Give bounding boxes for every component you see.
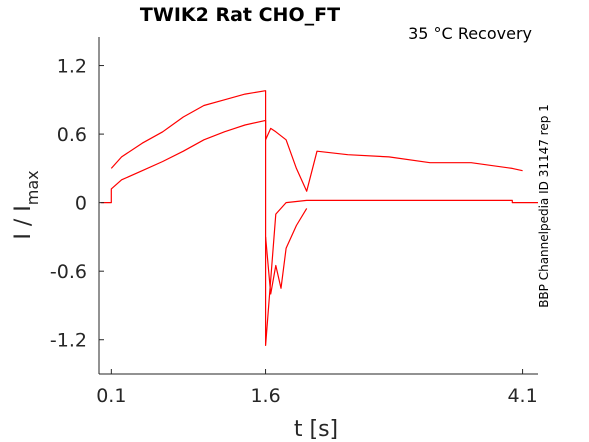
y-axis-label: I / Imax <box>11 170 42 239</box>
trace-2 <box>110 90 523 192</box>
trace-3 <box>265 208 308 295</box>
source-label: BBP Channelpedia ID 31147 rep 1 <box>537 104 551 308</box>
y-tick-label: 0.6 <box>57 124 87 146</box>
y-axis-label-subscript: max <box>23 170 42 205</box>
y-tick-label: 1.2 <box>57 56 87 78</box>
x-tick-label: 4.1 <box>507 385 537 407</box>
y-tick-label: 0 <box>75 193 87 215</box>
plot-marks <box>101 90 538 346</box>
svg-text:I / Imax: I / Imax <box>11 170 42 239</box>
y-tick-label: -0.6 <box>50 261 87 283</box>
x-tick-label: 0.1 <box>96 385 126 407</box>
y-axis-label-main: I / I <box>11 205 36 239</box>
x-tick-label: 1.6 <box>250 385 280 407</box>
chart-title: TWIK2 Rat CHO_FT <box>140 4 340 26</box>
y-tick-label: -1.2 <box>50 330 87 352</box>
condition-annotation: 35 °C Recovery <box>408 24 532 43</box>
y-ticks: -1.2 -0.6 0 0.6 1.2 <box>50 56 104 352</box>
x-axis-label: t [s] <box>294 417 338 442</box>
x-ticks: 0.1 1.6 4.1 <box>96 369 538 407</box>
trace-1 <box>101 119 538 346</box>
